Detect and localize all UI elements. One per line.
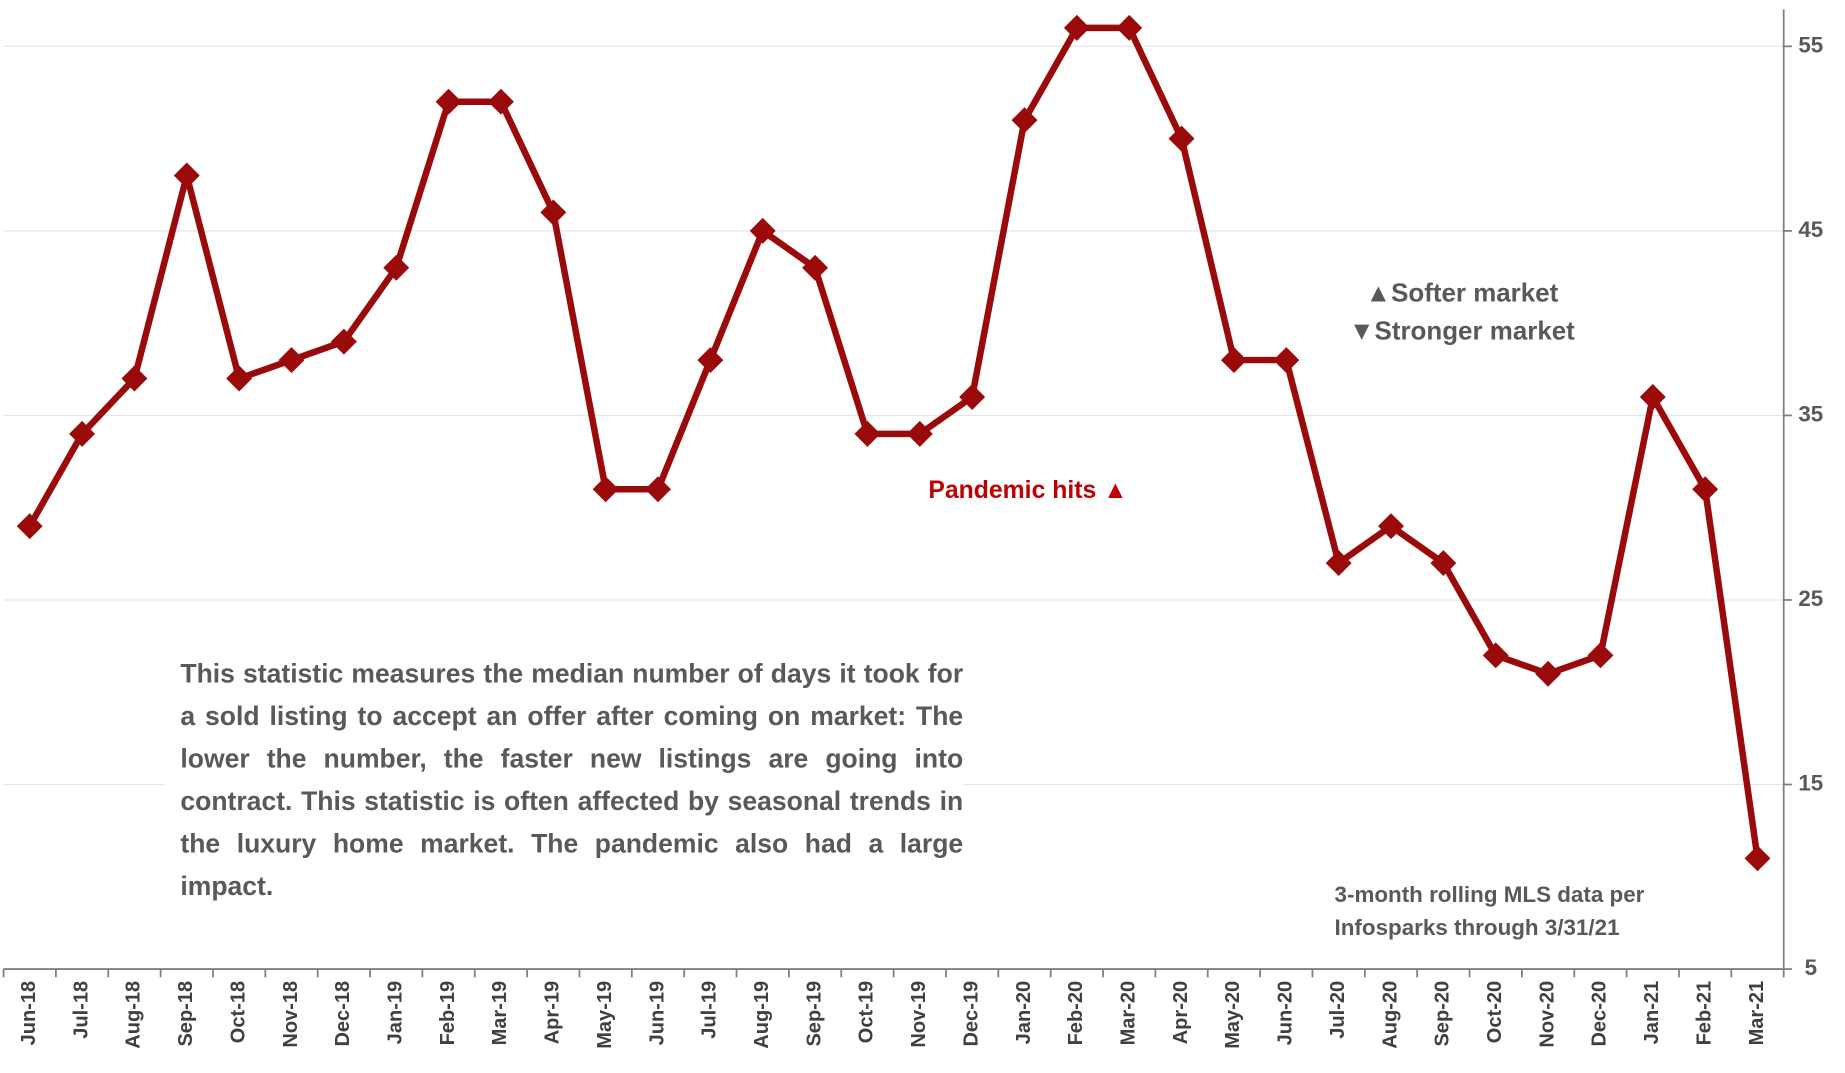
x-tick-label: Oct-20 bbox=[1484, 981, 1506, 1043]
data-point bbox=[1273, 347, 1300, 374]
x-tick-label: May-19 bbox=[594, 981, 616, 1049]
x-tick-label: Mar-19 bbox=[489, 981, 511, 1046]
data-point bbox=[1535, 660, 1562, 687]
data-point bbox=[226, 365, 253, 392]
data-point bbox=[16, 513, 43, 540]
data-point bbox=[173, 162, 200, 189]
data-point bbox=[645, 476, 671, 503]
x-tick-label: Jul-20 bbox=[1327, 981, 1349, 1039]
x-tick-label: Aug-20 bbox=[1379, 981, 1401, 1049]
x-tick-label: Jan-20 bbox=[1013, 981, 1035, 1044]
data-point bbox=[278, 347, 305, 374]
x-tick-label: Dec-20 bbox=[1589, 981, 1611, 1047]
data-point bbox=[487, 88, 514, 115]
x-tick-label: Apr-19 bbox=[542, 981, 564, 1044]
annotation: ▲Softer market bbox=[1365, 280, 1558, 308]
data-point bbox=[1482, 642, 1509, 669]
data-point bbox=[435, 88, 462, 115]
x-tick-label: Jul-19 bbox=[699, 981, 721, 1039]
data-point bbox=[854, 420, 881, 447]
data-point bbox=[383, 254, 410, 281]
data-point bbox=[697, 347, 724, 374]
description: This statistic measures the median numbe… bbox=[165, 653, 963, 908]
data-point bbox=[1063, 14, 1090, 41]
x-tick-label: Dec-18 bbox=[332, 981, 354, 1047]
series-line bbox=[26, 24, 1761, 859]
data-point bbox=[1378, 513, 1404, 540]
data-point bbox=[1744, 845, 1771, 872]
x-tick-label: Nov-20 bbox=[1536, 981, 1558, 1048]
data-point bbox=[1692, 476, 1719, 503]
y-tick-label: 35 bbox=[1798, 401, 1823, 426]
data-point bbox=[749, 217, 776, 244]
y-tick-label: 45 bbox=[1798, 217, 1823, 242]
data-point bbox=[330, 328, 357, 355]
x-tick-label: Jun-20 bbox=[1275, 981, 1297, 1046]
x-tick-label: Jan-19 bbox=[385, 981, 407, 1044]
data-point bbox=[1011, 107, 1038, 134]
x-tick-label: Feb-19 bbox=[437, 981, 459, 1046]
x-tick-label: Mar-21 bbox=[1746, 981, 1768, 1046]
x-tick-label: Jan-21 bbox=[1641, 981, 1663, 1044]
x-tick-label: Feb-20 bbox=[1065, 981, 1087, 1046]
x-tick-label: Oct-18 bbox=[227, 981, 249, 1043]
y-tick-label: 5 bbox=[1805, 955, 1817, 980]
x-tick-label: Aug-18 bbox=[123, 981, 145, 1049]
x-tick-label: Feb-21 bbox=[1693, 981, 1715, 1046]
data-point bbox=[1116, 14, 1143, 41]
annotation: Pandemic hits ▲ bbox=[928, 477, 1127, 504]
x-tick-label: Jun-18 bbox=[18, 981, 40, 1046]
x-tick-label: Sep-20 bbox=[1432, 981, 1454, 1047]
x-tick-label: Nov-19 bbox=[908, 981, 930, 1048]
y-tick-label: 25 bbox=[1798, 586, 1823, 611]
y-tick-label: 15 bbox=[1798, 770, 1823, 795]
data-point bbox=[1587, 642, 1614, 669]
data-point bbox=[592, 476, 619, 503]
data-point bbox=[1639, 384, 1666, 410]
x-tick-label: Jun-19 bbox=[646, 981, 668, 1046]
y-tick-label: 55 bbox=[1798, 32, 1823, 57]
x-tick-label: Mar-20 bbox=[1118, 981, 1140, 1046]
x-tick-label: Oct-19 bbox=[856, 981, 878, 1043]
data-point bbox=[1220, 347, 1247, 374]
data-point bbox=[959, 384, 986, 410]
x-tick-label: May-20 bbox=[1222, 981, 1244, 1049]
x-tick-label: Dec-19 bbox=[960, 981, 982, 1047]
data-point bbox=[1168, 125, 1195, 152]
x-tick-label: Sep-18 bbox=[175, 981, 197, 1047]
data-point bbox=[802, 254, 829, 281]
data-point bbox=[540, 199, 567, 226]
annotation: ▼Stronger market bbox=[1349, 317, 1575, 345]
x-tick-label: Jul-18 bbox=[70, 981, 92, 1039]
data-point bbox=[121, 365, 148, 392]
data-point bbox=[906, 420, 933, 447]
source-note: 3-month rolling MLS data per Infosparks … bbox=[1334, 883, 1645, 941]
x-tick-label: Sep-19 bbox=[803, 981, 825, 1047]
x-tick-label: Apr-20 bbox=[1170, 981, 1192, 1044]
x-tick-label: Nov-18 bbox=[280, 981, 302, 1048]
x-tick-label: Aug-19 bbox=[751, 981, 773, 1049]
